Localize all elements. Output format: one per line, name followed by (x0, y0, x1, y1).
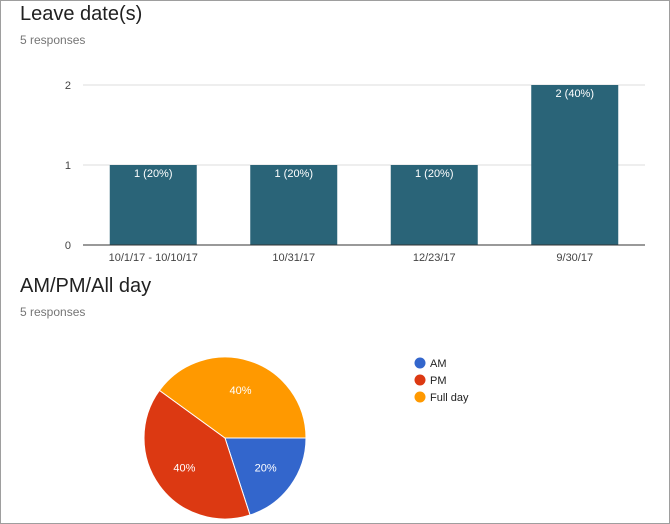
y-tick-label: 0 (65, 240, 71, 252)
bar (390, 165, 478, 245)
bar-data-label: 1 (20%) (415, 168, 454, 180)
legend-swatch (414, 391, 426, 403)
bar-data-label: 1 (20%) (134, 168, 173, 180)
am-pm-title: AM/PM/All day (20, 275, 152, 297)
pie-slice (224, 437, 307, 516)
leave-dates-bar-chart: 0 1 2 1 (20%) 10/1/17 - 10/10/17 1 (20%) 10/31… (65, 80, 645, 264)
legend-label: Full day (430, 392, 469, 404)
x-tick-label: 9/30/17 (556, 252, 593, 264)
legend-swatch (414, 357, 426, 369)
bar-data-label: 1 (20%) (274, 168, 313, 180)
legend-swatch (414, 374, 426, 386)
bar (250, 165, 338, 245)
pie-percent-label: 40% (173, 463, 195, 475)
x-tick-label: 12/23/17 (413, 252, 456, 264)
leave-dates-responses: 5 responses (20, 33, 86, 47)
bar (531, 85, 619, 245)
legend-label: AM (430, 358, 447, 370)
x-tick-label: 10/31/17 (272, 252, 315, 264)
pie-slice (143, 389, 251, 520)
pie-slice (158, 356, 307, 439)
y-tick-label: 1 (65, 160, 71, 172)
legend-label: PM (430, 375, 447, 387)
pie-percent-label: 20% (255, 463, 277, 475)
x-tick-label: 10/1/17 - 10/10/17 (109, 252, 198, 264)
y-tick-label: 2 (65, 80, 71, 92)
leave-dates-title: Leave date(s) (20, 3, 143, 25)
am-pm-responses: 5 responses (20, 305, 86, 319)
bar-data-label: 2 (40%) (555, 88, 594, 100)
pie-percent-label: 40% (230, 385, 252, 397)
bar (109, 165, 197, 245)
